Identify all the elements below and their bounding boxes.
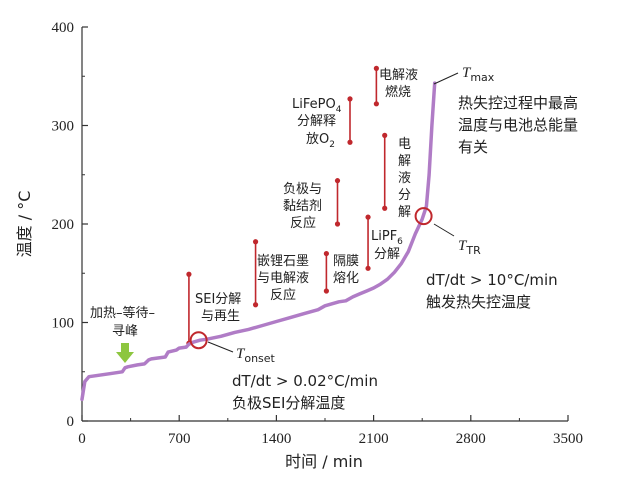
y-tick-label: 300	[52, 119, 75, 135]
event-line-endpoint	[347, 96, 353, 102]
y-tick-label: 400	[52, 20, 75, 36]
event-line-endpoint	[323, 250, 329, 257]
marker-t-onset	[189, 331, 208, 350]
event-line-endpoint	[252, 302, 259, 308]
ttr-label: TTR	[458, 238, 481, 257]
sei-label-line1: SEI分解	[195, 292, 241, 307]
markers	[189, 207, 433, 350]
x-tick-label: 2800	[456, 431, 486, 447]
y-axis-label: 温度 / °C	[15, 191, 34, 258]
x-axis-label: 时间 / min	[285, 452, 363, 471]
event-line-endpoint	[382, 205, 388, 211]
tmax-desc-line3: 有关	[458, 138, 488, 156]
event-line-endpoint	[323, 288, 329, 294]
event-line-endpoint	[373, 101, 379, 107]
tmax-label: Tmax	[462, 65, 495, 84]
tonset-label: Tonset	[236, 346, 276, 365]
x-ticks: 0 700 1400 2100 2800 3500	[78, 415, 583, 447]
lipf6-label-line2: 分解	[374, 247, 400, 262]
decomp-label-char2: 解	[398, 154, 411, 169]
separator-label-line2: 熔化	[333, 271, 359, 286]
x-tick-label: 1400	[261, 431, 291, 447]
temperature-curve	[80, 81, 437, 402]
lifepo4-label-line1: LiFePO4	[292, 97, 342, 115]
event-line-endpoint	[347, 139, 353, 145]
event-line-endpoint	[373, 65, 379, 71]
binder-label-line1: 负极与	[283, 182, 322, 197]
ttr-arrow	[433, 223, 455, 237]
heating-label-line2: 寻峰	[112, 324, 138, 339]
tonset-desc-line2: 负极SEI分解温度	[232, 394, 345, 412]
event-line-endpoint	[365, 265, 371, 271]
y-tick-label: 200	[52, 217, 75, 233]
event-line-endpoint	[252, 239, 259, 245]
event-line-endpoint	[365, 214, 371, 220]
decomp-label-char1: 电	[398, 137, 411, 152]
tonset-desc-line1: dT/dt > 0.02°C/min	[232, 372, 378, 390]
lipf6-label-line1: LiPF6	[371, 229, 403, 247]
y-ticks: 0 100 200 300 400	[52, 20, 88, 430]
y-tick-label: 0	[67, 414, 75, 430]
decomp-label-char5: 解	[398, 205, 411, 220]
tmax-desc-line2: 温度与电池总能量	[458, 116, 578, 134]
ttr-desc-line2: 触发热失控温度	[426, 293, 531, 311]
marker-t-tr	[414, 207, 433, 226]
event-lines	[186, 65, 388, 346]
x-tick-label: 3500	[553, 431, 583, 447]
lifepo4-label-line2: 分解释	[297, 114, 336, 129]
lifepo4-label-line3: 放O2	[306, 132, 335, 150]
heating-arrow-shaft	[121, 343, 129, 353]
combust-label-line1: 电解液	[379, 68, 418, 83]
x-tick-label: 2100	[359, 431, 389, 447]
tmax-desc-line1: 热失控过程中最高	[458, 94, 578, 112]
binder-label-line2: 黏结剂	[283, 198, 322, 214]
x-tick-label: 0	[78, 431, 86, 447]
separator-label-line1: 隔膜	[333, 254, 359, 269]
combust-label-line2: 燃烧	[385, 84, 411, 100]
ttr-desc-line1: dT/dt > 10°C/min	[426, 271, 558, 289]
heating-arrow-head	[116, 352, 134, 363]
decomp-label-char3: 液	[398, 171, 411, 186]
binder-label-line3: 反应	[290, 215, 316, 231]
graphite-label-line1: 嵌锂石墨	[257, 254, 309, 269]
x-tick-label: 700	[168, 431, 191, 447]
heating-label-line1: 加热–等待–	[90, 305, 155, 321]
event-line-endpoint	[334, 221, 341, 227]
event-line-endpoint	[334, 178, 341, 184]
decomp-label-char4: 分	[398, 188, 411, 203]
graphite-label-line3: 反应	[270, 287, 296, 303]
graphite-label-line2: 与电解液	[257, 271, 309, 286]
sei-label-line2: 与再生	[201, 309, 240, 324]
y-tick-label: 100	[52, 316, 75, 332]
event-line-endpoint	[186, 271, 192, 277]
tmax-arrow	[433, 72, 459, 85]
event-line-endpoint	[382, 132, 388, 138]
tonset-arrow	[207, 341, 234, 353]
heating-arrow	[116, 343, 134, 363]
